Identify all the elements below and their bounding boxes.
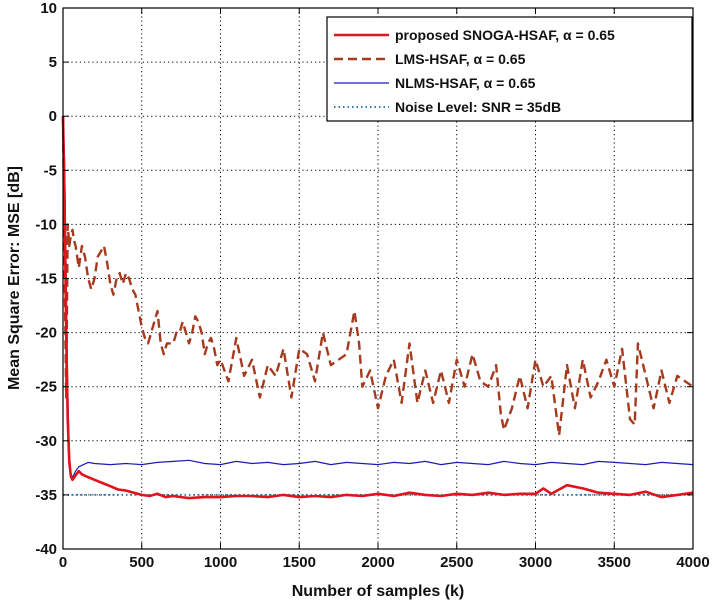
legend: proposed SNOGA-HSAF, α = 0.65 LMS-HSAF, α… xyxy=(326,16,693,122)
x-tick-label: 0 xyxy=(59,554,67,571)
y-axis-label: Mean Square Error: MSE [dB] xyxy=(6,166,23,390)
y-tick-label: 5 xyxy=(49,54,57,71)
x-tick-label: 2000 xyxy=(361,554,394,571)
series-line-proposed-snoga-hsaf-0-65 xyxy=(61,116,694,500)
y-tick-label: -20 xyxy=(35,325,57,342)
legend-label: NLMS-HSAF, α = 0.65 xyxy=(395,75,536,91)
x-tick-label: 4000 xyxy=(676,554,709,571)
x-tick-label: 2500 xyxy=(440,554,473,571)
y-tick-label: -25 xyxy=(35,379,57,396)
y-tick-labels: -40 -35 -30 -25 -20 -15 -10 -5 0 5 10 xyxy=(35,0,57,558)
y-tick-label: -35 xyxy=(35,487,57,504)
x-axis-label: Number of samples (k) xyxy=(292,583,464,600)
x-tick-label: 1500 xyxy=(283,554,316,571)
x-tick-label: 3000 xyxy=(519,554,552,571)
x-tick-label: 3500 xyxy=(598,554,631,571)
x-tick-label: 500 xyxy=(129,554,154,571)
series-layer xyxy=(61,116,694,500)
y-tick-label: 0 xyxy=(49,108,57,125)
y-tick-label: -5 xyxy=(44,162,57,179)
x-tick-labels: 0 500 1000 1500 2000 2500 3000 3500 4000 xyxy=(59,554,710,571)
x-tick-label: 1000 xyxy=(204,554,237,571)
legend-label: Noise Level: SNR = 35dB xyxy=(395,99,561,115)
legend-label: proposed SNOGA-HSAF, α = 0.65 xyxy=(395,27,615,43)
y-tick-label: 10 xyxy=(40,0,57,17)
y-tick-label: -30 xyxy=(35,433,57,450)
ticks xyxy=(62,7,694,550)
y-tick-label: -40 xyxy=(35,541,57,558)
series-line-nlms-hsaf-0-65 xyxy=(62,116,694,479)
legend-label: LMS-HSAF, α = 0.65 xyxy=(395,51,526,67)
y-tick-label: -10 xyxy=(35,216,57,233)
series-line-lms-hsaf-0-65 xyxy=(61,116,694,437)
y-tick-label: -15 xyxy=(35,271,57,288)
